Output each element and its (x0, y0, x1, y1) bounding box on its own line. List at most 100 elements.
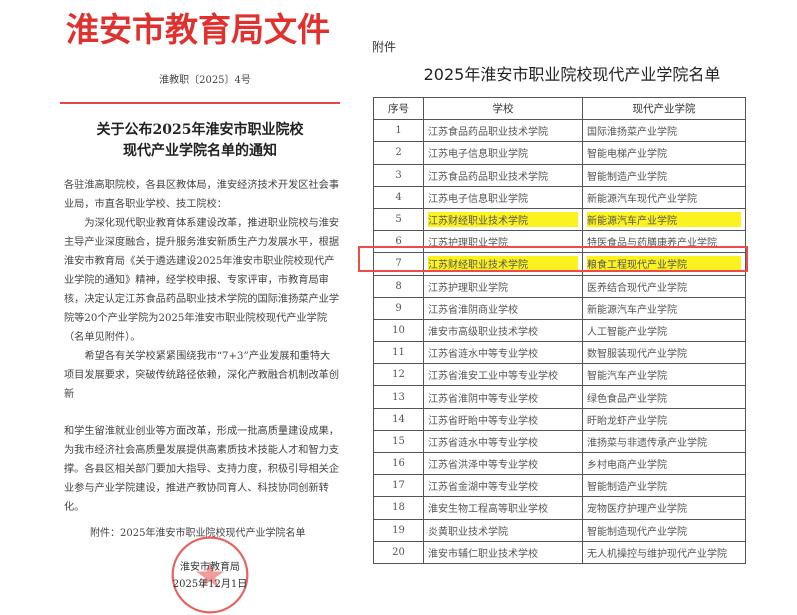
school-cell-text: 江苏省涟水中等专业学校 (428, 349, 538, 361)
college-cell-text: 人工智能产业学院 (587, 326, 667, 338)
table-row: 16 江苏省洪泽中等专业学校 乡村电商产业学院 (373, 451, 746, 476)
college-cell-text: 乡村电商产业学院 (587, 460, 667, 472)
table-header: 序号 学校 现代产业学院 (373, 96, 746, 121)
table-row: 12 江苏省淮安工业中等专业学校 智能汽车产业学院 (373, 363, 746, 387)
table-row: 9 江苏省淮阴商业学校 新能源汽车产业学院 (373, 296, 746, 320)
college-cell: 医养结合现代产业学院 (582, 274, 746, 298)
school-cell-text: 江苏省淮阴中等专业学校 (428, 393, 538, 405)
college-cell: 智能制造产业学院 (582, 474, 746, 498)
school-cell-text: 江苏省金湖中等专业学校 (428, 482, 538, 494)
paragraph: 和学生留淮就业创业等方面改革，形成一批高质量建设成果，为我市经济社会高质量发展提… (64, 426, 340, 513)
header-divider (60, 102, 340, 104)
row-number: 18 (373, 496, 424, 520)
attachment-note: 附件：2025年淮安市职业院校现代产业学院名单 (90, 528, 306, 539)
paragraph: 为深化现代职业教育体系建设改革，推进职业院校与淮安主导产业深度融合，提升服务淮安… (64, 218, 340, 343)
college-cell: 人工智能产业学院 (582, 318, 746, 343)
row-number: 12 (373, 363, 424, 387)
row-number: 8 (373, 274, 424, 298)
school-cell: 江苏省涟水中等专业学校 (423, 341, 583, 365)
college-cell: 绿色食品产业学院 (582, 385, 746, 409)
college-cell-text: 宠物医疗护理产业学院 (587, 504, 687, 516)
table-row: 8 江苏护理职业学院 医养结合现代产业学院 (373, 274, 746, 298)
college-cell-text: 盱眙龙虾产业学院 (587, 415, 667, 427)
school-cell: 江苏省淮阴中等专业学校 (423, 385, 583, 409)
school-cell: 江苏食品药品职业技术学院 (423, 163, 583, 187)
school-cell: 江苏电子信息职业学院 (423, 185, 583, 209)
column-header-number: 序号 (373, 96, 424, 121)
row-number: 9 (373, 296, 424, 320)
school-cell-text: 江苏财经职业技术学院 (428, 256, 578, 272)
college-cell-text: 国际淮扬菜产业学院 (587, 127, 677, 139)
school-cell-text: 江苏食品药品职业技术学院 (428, 171, 548, 183)
table-row: 2 江苏电子信息职业学院 智能电梯产业学院 (373, 141, 746, 165)
attachment-title: 2025年淮安市职业院校现代产业学院名单 (423, 65, 721, 84)
school-cell: 炎黄职业技术学院 (423, 518, 583, 542)
college-cell-text: 特医食品与药膳康养产业学院 (587, 238, 717, 250)
highlight-box (358, 246, 748, 272)
school-cell: 江苏省盱眙中等专业学校 (423, 407, 583, 431)
table-row: 14 江苏省盱眙中等专业学校 盱眙龙虾产业学院 (373, 407, 746, 431)
row-number: 4 (373, 185, 424, 209)
row-number: 13 (373, 385, 424, 409)
school-cell-text: 江苏食品药品职业技术学院 (428, 127, 548, 139)
row-number: 14 (373, 407, 424, 431)
issue-date: 2025年12月1日 (172, 579, 248, 590)
table-row: 10 淮安市高级职业技术学校 人工智能产业学院 (373, 318, 746, 343)
college-cell: 乡村电商产业学院 (582, 451, 746, 476)
school-cell: 江苏省淮安工业中等专业学校 (423, 363, 583, 387)
college-cell-text: 智能制造现代产业学院 (587, 526, 687, 538)
school-cell: 江苏电子信息职业学院 (423, 141, 583, 165)
school-cell: 淮安市辅仁职业技术学校 (423, 540, 583, 564)
college-cell-text: 新能源汽车现代产业学院 (587, 193, 697, 205)
school-cell-text: 淮安生物工程高等职业学校 (428, 504, 548, 516)
table-row: 13 江苏省淮阴中等专业学校 绿色食品产业学院 (373, 385, 746, 409)
row-number: 15 (373, 429, 424, 454)
table-row: 4 江苏电子信息职业学院 新能源汽车现代产业学院 (373, 185, 746, 209)
signature-block: 淮安市教育局 2025年12月1日 (150, 559, 270, 593)
school-cell: 江苏护理职业学院 (423, 274, 583, 298)
college-cell-text: 智能汽车产业学院 (587, 371, 667, 383)
row-number: 19 (373, 518, 424, 542)
school-cell-text: 江苏财经职业技术学院 (428, 212, 578, 228)
college-cell-text: 绿色食品产业学院 (587, 393, 667, 405)
college-cell: 无人机操控与维护现代产业学院 (582, 540, 746, 564)
document-number: 淮教职〔2025〕4号 (159, 75, 251, 86)
table-row: 20 淮安市辅仁职业技术学校 无人机操控与维护现代产业学院 (373, 540, 746, 564)
table-row: 7 江苏财经职业技术学院 粮食工程现代产业学院 (373, 252, 746, 276)
school-cell-text: 江苏省盱眙中等专业学校 (428, 415, 538, 427)
college-cell: 新能源汽车产业学院 (582, 207, 746, 232)
school-cell: 江苏财经职业技术学院 (423, 207, 583, 232)
college-cell: 新能源汽车现代产业学院 (582, 185, 746, 209)
paragraph: 希望各有关学校紧紧围绕我市“7+3”产业发展和重特大项目发展要求，突破传统路径依… (64, 351, 340, 400)
college-cell-text: 新能源汽车产业学院 (587, 304, 677, 316)
college-cell: 智能汽车产业学院 (582, 363, 746, 387)
college-cell-text: 数智服装现代产业学院 (587, 349, 687, 361)
college-cell-text: 智能制造产业学院 (587, 171, 667, 183)
signature-area: 淮安市教育局 2025年12月1日 (60, 536, 350, 614)
college-list-table: 序号 学校 现代产业学院 1 江苏食品药品职业技术学院 国际淮扬菜产业学院 2 江苏电子… (373, 96, 746, 564)
school-cell-text: 江苏护理职业学院 (428, 282, 508, 294)
table-row: 11 江苏省涟水中等专业学校 数智服装现代产业学院 (373, 341, 746, 365)
table-row: 19 炎黄职业技术学院 智能制造现代产业学院 (373, 518, 746, 542)
college-cell-text: 医养结合现代产业学院 (587, 282, 687, 294)
school-cell-text: 江苏省淮安工业中等专业学校 (428, 371, 558, 383)
row-number: 20 (373, 540, 424, 564)
college-cell-text: 无人机操控与维护现代产业学院 (587, 548, 727, 560)
attachment-page: 附件 2025年淮安市职业院校现代产业学院名单 序号 学校 现代产业学院 1 江苏… (358, 0, 797, 604)
college-cell-text: 新能源汽车产业学院 (587, 212, 741, 228)
row-number: 5 (373, 207, 424, 232)
school-cell-text: 江苏电子信息职业学院 (428, 149, 528, 161)
college-cell-text: 智能电梯产业学院 (587, 149, 667, 161)
notice-page: 淮安市教育局文件 淮教职〔2025〕4号 关于公布2025年淮安市职业院校 现代… (60, 0, 350, 614)
school-cell-text: 江苏电子信息职业学院 (428, 193, 528, 205)
college-cell: 新能源汽车产业学院 (582, 296, 746, 320)
attachment-label: 附件 (372, 40, 397, 54)
title-line-2: 现代产业学院名单的通知 (123, 143, 277, 159)
college-cell: 智能制造产业学院 (582, 163, 746, 187)
school-cell: 淮安生物工程高等职业学校 (423, 496, 583, 520)
row-number: 2 (373, 141, 424, 165)
signer: 淮安市教育局 (180, 562, 240, 573)
row-number: 17 (373, 474, 424, 498)
school-cell: 江苏省涟水中等专业学校 (423, 429, 583, 454)
college-cell: 国际淮扬菜产业学院 (582, 119, 746, 143)
